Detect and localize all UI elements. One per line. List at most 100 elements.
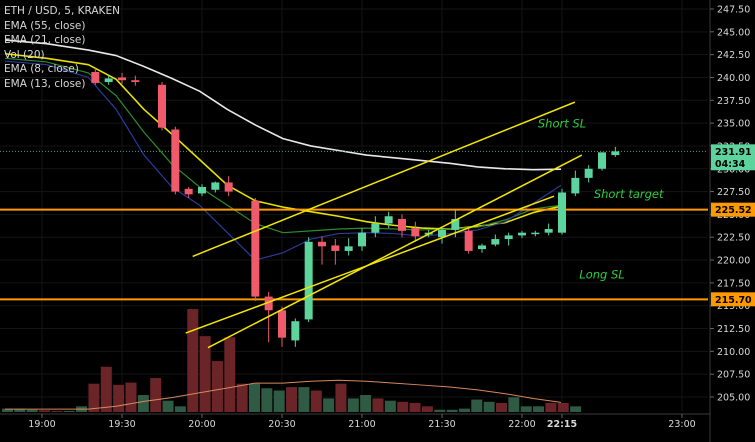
price-tag: [711, 144, 755, 159]
candle: [118, 77, 126, 81]
legend-ema55: EMA (55, close): [4, 19, 86, 32]
candle: [158, 84, 166, 128]
volume-bar: [26, 409, 38, 412]
y-tick-label: 215.00: [717, 301, 750, 312]
volume-bar: [570, 406, 582, 412]
trend-line-1: [207, 154, 583, 349]
x-tick-label: 20:00: [188, 419, 215, 430]
volume-bar: [372, 398, 384, 412]
y-tick-label: 205.00: [717, 393, 750, 404]
volume-bar: [557, 402, 569, 412]
volume-bar: [384, 400, 396, 412]
volume-bar: [347, 398, 359, 412]
volume-bar: [520, 406, 532, 412]
x-tick-label: 23:00: [668, 419, 695, 430]
volume-bar: [162, 400, 174, 412]
volume-bar: [224, 337, 236, 412]
candle: [398, 218, 406, 231]
candle: [91, 71, 100, 83]
volume-bar: [100, 366, 112, 412]
candle: [571, 177, 580, 194]
candle: [531, 232, 540, 235]
y-tick-label: 247.50: [717, 5, 750, 16]
volume-bar: [199, 336, 211, 412]
price-tag-label: 04:34: [715, 159, 746, 170]
volume-bar: [446, 409, 458, 412]
candle: [331, 245, 340, 251]
candle: [171, 129, 180, 192]
volume-bar: [174, 406, 186, 412]
volume-bar: [187, 309, 199, 412]
y-tick-label: 237.50: [717, 96, 750, 107]
volume-bar: [508, 397, 520, 412]
x-tick-label: 22:15: [547, 419, 577, 430]
legend-symbol: ETH / USD, 5, KRAKEN: [4, 5, 120, 17]
volume-bar: [409, 402, 421, 412]
candle: [584, 168, 593, 178]
candle: [504, 235, 513, 240]
price-tag: [711, 202, 755, 217]
y-tick-label: 210.00: [717, 347, 750, 358]
y-tick-label: 235.00: [717, 119, 750, 130]
volume-bar: [113, 384, 125, 412]
volume-ma-line: [5, 379, 562, 410]
y-tick-label: 220.00: [717, 256, 750, 267]
candle: [611, 151, 620, 156]
price-tag-label: 231.91: [715, 147, 752, 158]
ema8-line: [4, 60, 562, 261]
y-tick-label: 212.50: [717, 324, 750, 335]
legend-ema13: EMA (13, close): [4, 77, 86, 90]
candle: [304, 241, 313, 320]
candle: [598, 152, 606, 169]
x-tick-label: 19:00: [28, 419, 55, 430]
candle: [131, 80, 140, 83]
price-tag: [711, 292, 755, 307]
candle: [558, 192, 566, 233]
candle: [438, 229, 446, 238]
y-tick-label: 207.50: [717, 370, 750, 381]
volume-bar: [88, 383, 100, 412]
x-tick-label: 22:00: [508, 419, 535, 430]
candle: [464, 230, 473, 251]
chart-legend: ETH / USD, 5, KRAKEN EMA (55, close) EMA…: [4, 4, 120, 92]
y-tick-label: 240.00: [717, 73, 750, 84]
annotation-label: Short target: [594, 187, 664, 201]
annotation-label: Long SL: [579, 267, 624, 281]
candle: [451, 218, 460, 230]
volume-bar: [496, 402, 507, 412]
volume-bar: [471, 399, 483, 412]
volume-bar: [421, 406, 433, 412]
volume-bar: [211, 361, 223, 412]
candle: [318, 241, 326, 247]
volume-bar: [2, 408, 13, 412]
y-tick-label: 217.50: [717, 278, 750, 289]
candle: [184, 188, 193, 195]
trend-line-2: [185, 195, 555, 334]
price-tag: [711, 156, 755, 171]
candle: [384, 216, 393, 224]
legend-ema21: EMA (21, close): [4, 34, 86, 47]
volume-bar: [14, 408, 26, 412]
y-tick-label: 222.50: [717, 233, 750, 244]
volume-bar: [310, 390, 322, 412]
ema55-line: [4, 39, 562, 171]
volume-bar: [63, 410, 75, 412]
volume-bar: [286, 387, 298, 412]
volume-bar: [434, 409, 446, 412]
candle: [344, 246, 353, 251]
candle: [491, 239, 500, 245]
candle: [211, 182, 220, 190]
candle: [264, 296, 273, 311]
volume-bar: [397, 401, 409, 412]
y-tick-label: 245.00: [717, 27, 750, 38]
candle: [224, 182, 233, 192]
volume-bar: [236, 383, 248, 412]
candle: [104, 78, 113, 83]
candle: [478, 245, 486, 250]
volume-bar: [360, 395, 372, 412]
y-tick-label: 242.50: [717, 50, 750, 61]
volume-bar: [273, 390, 285, 412]
volume-bar: [150, 378, 162, 412]
